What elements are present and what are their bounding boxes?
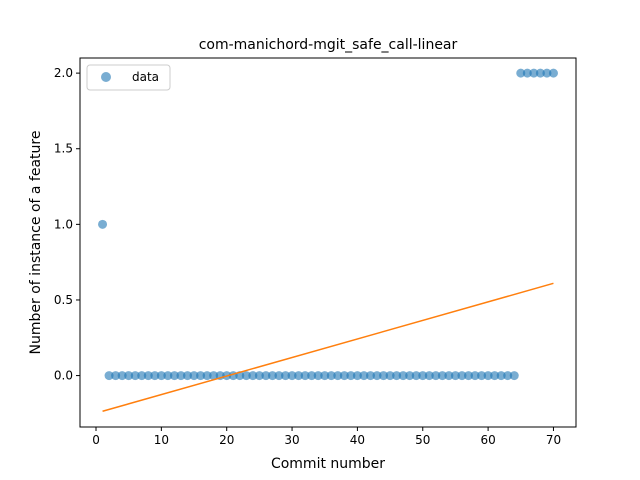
data-point (490, 371, 500, 381)
data-point (287, 371, 297, 381)
trend-line (102, 282, 554, 412)
y-tick-label: 0.5 (54, 293, 73, 307)
chart-title: com-manichord-mgit_safe_call-linear (199, 37, 458, 53)
data-point (431, 371, 441, 381)
data-point (300, 371, 310, 381)
data-point (176, 371, 186, 381)
legend-label: data (132, 70, 159, 84)
y-tick-label: 2.0 (54, 66, 73, 80)
data-point (542, 68, 552, 78)
data-point (359, 371, 369, 381)
data-point (137, 371, 147, 381)
data-point (196, 371, 206, 381)
data-point (405, 371, 415, 381)
data-point (470, 371, 480, 381)
data-point (104, 371, 114, 381)
data-point (450, 371, 460, 381)
data-point (124, 371, 134, 381)
data-point (372, 371, 382, 381)
y-tick-label: 1.0 (54, 217, 73, 231)
data-point (163, 371, 173, 381)
data-point (209, 371, 219, 381)
data-point (424, 371, 434, 381)
data-point (326, 371, 336, 381)
data-point (202, 371, 212, 381)
x-tick-label: 40 (350, 433, 365, 447)
y-tick-label: 1.5 (54, 142, 73, 156)
x-tick-label: 20 (219, 433, 234, 447)
axis-ticks: 0 10 20 30 40 50 60 70 0.0 0.5 1.0 1.5 2.0 (54, 66, 561, 447)
data-point (411, 371, 421, 381)
data-point (307, 371, 317, 381)
data-point (189, 371, 199, 381)
data-point (477, 371, 487, 381)
data-point (150, 371, 160, 381)
y-tick-label: 0.0 (54, 369, 73, 383)
data-point (117, 371, 127, 381)
data-point (503, 371, 513, 381)
data-point (241, 371, 251, 381)
data-point (522, 68, 532, 78)
data-point (496, 371, 506, 381)
data-point (294, 371, 304, 381)
data-point (267, 371, 277, 381)
data-point (320, 371, 330, 381)
y-axis-label: Number of instance of a feature (28, 131, 44, 355)
data-point (483, 371, 493, 381)
x-tick-label: 10 (154, 433, 169, 447)
data-point (457, 371, 467, 381)
data-point (516, 68, 526, 78)
data-point (333, 371, 343, 381)
data-point (254, 371, 264, 381)
data-point (385, 371, 395, 381)
x-tick-label: 70 (546, 433, 561, 447)
data-point (169, 371, 179, 381)
data-point (248, 371, 258, 381)
data-point (379, 371, 389, 381)
legend: data (86, 64, 171, 91)
data-point (548, 68, 558, 78)
data-point (418, 371, 428, 381)
data-point (156, 371, 166, 381)
data-point (261, 371, 271, 381)
data-point (274, 371, 284, 381)
data-point (182, 371, 192, 381)
data-point (352, 371, 362, 381)
x-tick-label: 50 (415, 433, 430, 447)
legend-box (86, 64, 171, 91)
legend-marker (101, 72, 111, 82)
data-point (437, 371, 447, 381)
data-point (346, 371, 356, 381)
data-point (111, 371, 121, 381)
data-point (444, 371, 454, 381)
data-point (509, 371, 519, 381)
x-tick-label: 60 (480, 433, 495, 447)
data-point (281, 371, 291, 381)
data-point (535, 68, 545, 78)
plot-area (98, 68, 558, 412)
data-point (98, 219, 108, 229)
x-tick-label: 0 (92, 433, 100, 447)
axes-frame (79, 57, 577, 428)
x-axis-label: Commit number (271, 456, 385, 472)
data-point (365, 371, 375, 381)
data-point (464, 371, 474, 381)
data-point (339, 371, 349, 381)
data-point (392, 371, 402, 381)
data-point (130, 371, 140, 381)
data-point (398, 371, 408, 381)
data-point (143, 371, 153, 381)
data-point (529, 68, 539, 78)
x-tick-label: 30 (284, 433, 299, 447)
data-point (313, 371, 323, 381)
